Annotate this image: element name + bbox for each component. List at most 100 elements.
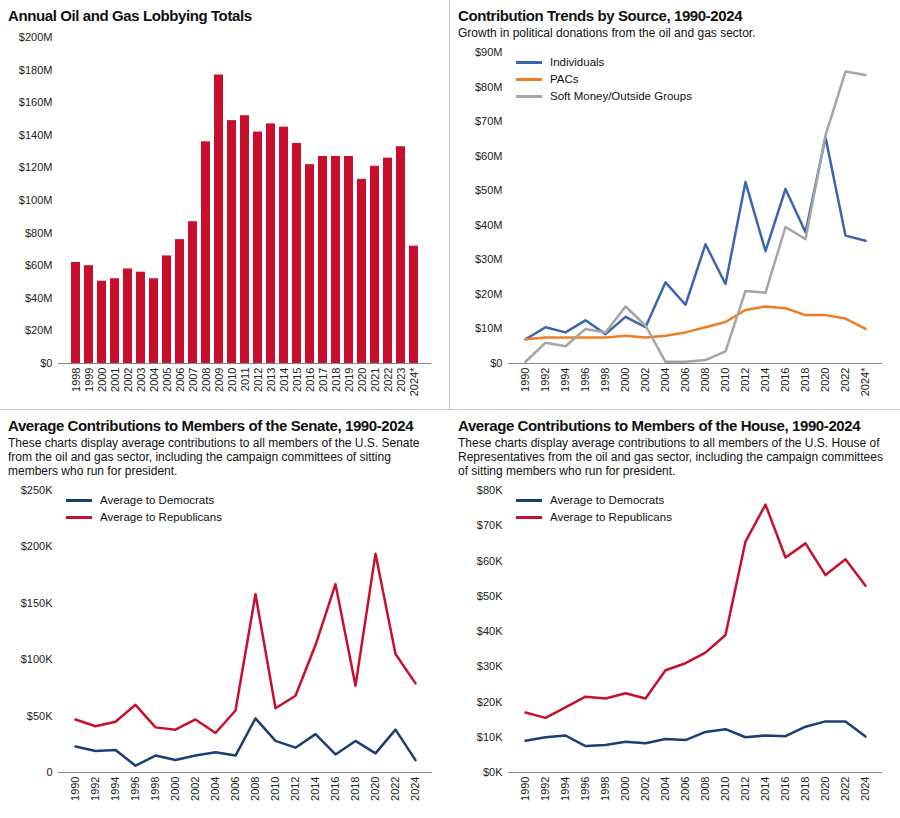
svg-text:2002: 2002 (639, 368, 651, 392)
svg-text:$30M: $30M (475, 253, 503, 265)
svg-text:2008: 2008 (249, 777, 261, 801)
svg-text:$70K: $70K (477, 519, 503, 531)
svg-text:2024*: 2024* (408, 367, 420, 396)
svg-text:$80M: $80M (25, 227, 53, 239)
svg-text:2004: 2004 (659, 777, 671, 801)
svg-text:2010: 2010 (226, 368, 238, 392)
svg-text:1996: 1996 (129, 777, 141, 801)
svg-text:2014: 2014 (278, 368, 290, 392)
svg-text:1998: 1998 (70, 368, 82, 392)
svg-text:1999: 1999 (83, 368, 95, 392)
svg-text:1996: 1996 (579, 368, 591, 392)
svg-text:2018: 2018 (330, 368, 342, 392)
svg-text:$100K: $100K (21, 653, 53, 665)
svg-text:$50K: $50K (27, 710, 53, 722)
svg-text:$250K: $250K (21, 484, 53, 496)
svg-text:2020: 2020 (369, 777, 381, 801)
svg-text:$140M: $140M (19, 129, 53, 141)
svg-text:$40M: $40M (25, 292, 53, 304)
svg-text:$20M: $20M (475, 288, 503, 300)
svg-text:1990: 1990 (519, 777, 531, 801)
svg-text:2008: 2008 (200, 368, 212, 392)
svg-text:$40K: $40K (477, 625, 503, 637)
svg-text:2014: 2014 (759, 777, 771, 801)
svg-text:2012: 2012 (739, 368, 751, 392)
svg-text:2002: 2002 (639, 777, 651, 801)
svg-text:$10K: $10K (477, 731, 503, 743)
svg-text:$0: $0 (490, 357, 502, 369)
svg-text:2006: 2006 (229, 777, 241, 801)
svg-text:2008: 2008 (699, 777, 711, 801)
svg-text:2006: 2006 (174, 368, 186, 392)
svg-text:2002: 2002 (122, 368, 134, 392)
svg-text:2012: 2012 (252, 368, 264, 392)
svg-text:1998: 1998 (599, 777, 611, 801)
svg-text:2011: 2011 (239, 368, 251, 392)
svg-text:2010: 2010 (719, 777, 731, 801)
svg-text:$10M: $10M (475, 322, 503, 334)
svg-text:$60K: $60K (477, 555, 503, 567)
svg-text:2022: 2022 (839, 368, 851, 392)
svg-text:2000: 2000 (96, 368, 108, 392)
svg-text:$200K: $200K (21, 540, 53, 552)
svg-text:$0K: $0K (483, 766, 503, 778)
svg-text:2024: 2024 (859, 777, 871, 801)
svg-text:$40M: $40M (475, 219, 503, 231)
svg-text:2020: 2020 (819, 368, 831, 392)
svg-text:$180M: $180M (19, 64, 53, 76)
svg-text:2006: 2006 (679, 777, 691, 801)
svg-text:2018: 2018 (799, 777, 811, 801)
svg-text:1992: 1992 (539, 368, 551, 392)
svg-text:2006: 2006 (679, 368, 691, 392)
svg-text:2017: 2017 (317, 368, 329, 392)
svg-text:2009: 2009 (213, 368, 225, 392)
svg-text:2005: 2005 (161, 368, 173, 392)
svg-text:2004: 2004 (209, 777, 221, 801)
svg-text:$20K: $20K (477, 696, 503, 708)
svg-text:2014: 2014 (759, 368, 771, 392)
svg-text:2018: 2018 (799, 368, 811, 392)
svg-text:2012: 2012 (289, 777, 301, 801)
svg-text:1994: 1994 (109, 777, 121, 801)
svg-text:$0: $0 (40, 357, 52, 369)
svg-text:$60M: $60M (475, 150, 503, 162)
svg-text:2016: 2016 (779, 777, 791, 801)
svg-text:2018: 2018 (349, 777, 361, 801)
svg-text:1998: 1998 (599, 368, 611, 392)
svg-text:1990: 1990 (519, 368, 531, 392)
svg-text:$50M: $50M (475, 184, 503, 196)
svg-text:2020: 2020 (356, 368, 368, 392)
svg-text:2007: 2007 (187, 368, 199, 392)
svg-text:2002: 2002 (189, 777, 201, 801)
svg-text:$30K: $30K (477, 660, 503, 672)
svg-text:2014: 2014 (309, 777, 321, 801)
svg-text:2000: 2000 (169, 777, 181, 801)
svg-text:0: 0 (46, 766, 52, 778)
svg-text:$80K: $80K (477, 484, 503, 496)
svg-text:2022: 2022 (389, 777, 401, 801)
svg-text:2021: 2021 (369, 368, 381, 392)
svg-text:2010: 2010 (719, 368, 731, 392)
svg-text:1994: 1994 (559, 368, 571, 392)
svg-text:$50K: $50K (477, 590, 503, 602)
svg-text:1994: 1994 (559, 777, 571, 801)
svg-text:2000: 2000 (619, 777, 631, 801)
svg-text:2015: 2015 (291, 368, 303, 392)
svg-text:2024: 2024 (409, 777, 421, 801)
svg-text:1998: 1998 (149, 777, 161, 801)
svg-text:$20M: $20M (25, 324, 53, 336)
svg-text:2016: 2016 (779, 368, 791, 392)
svg-text:2004: 2004 (659, 368, 671, 392)
svg-text:2023: 2023 (395, 368, 407, 392)
svg-text:2022: 2022 (839, 777, 851, 801)
svg-text:2003: 2003 (135, 368, 147, 392)
svg-text:$60M: $60M (25, 259, 53, 271)
svg-text:2016: 2016 (329, 777, 341, 801)
svg-text:1992: 1992 (539, 777, 551, 801)
svg-text:2004: 2004 (148, 368, 160, 392)
svg-text:$70M: $70M (475, 115, 503, 127)
svg-text:2008: 2008 (699, 368, 711, 392)
svg-text:$200M: $200M (19, 31, 53, 43)
svg-text:2010: 2010 (269, 777, 281, 801)
svg-text:2024*: 2024* (859, 367, 871, 396)
